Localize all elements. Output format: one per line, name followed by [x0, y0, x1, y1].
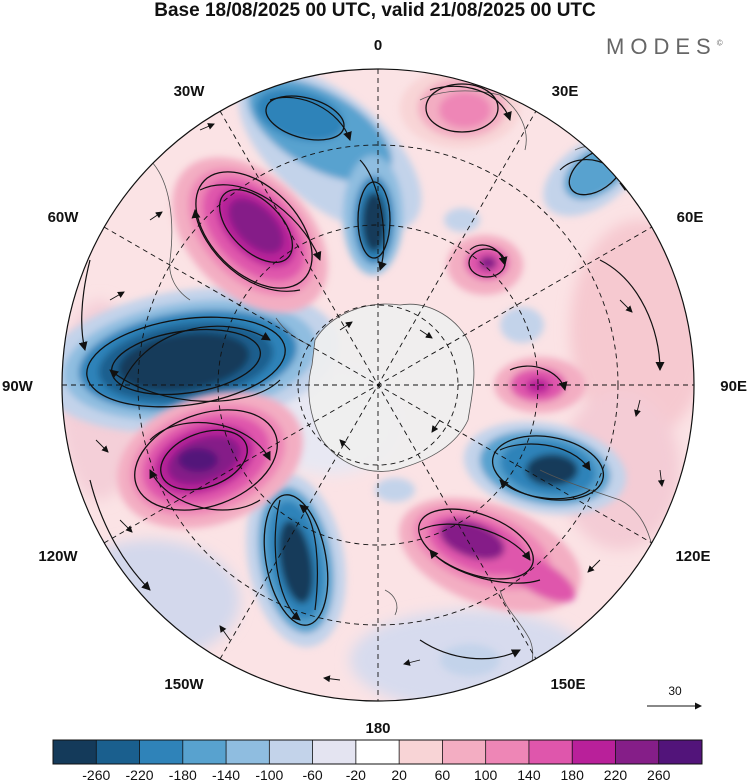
lon-label-60w: 60W	[48, 209, 80, 226]
lon-label-120w: 120W	[38, 548, 78, 565]
colorbar-tick-label: 100	[474, 767, 498, 783]
colorbar-bin	[658, 740, 703, 764]
map-border	[61, 68, 695, 702]
colorbar-bin	[485, 740, 530, 764]
colorbar-tick-label: -260	[82, 767, 110, 783]
colorbar-bin	[572, 740, 616, 764]
reference-vector: 30	[647, 684, 702, 710]
colorbar: -260 -220 -180 -140 -100 -60 -20 20 60 100 140 180 2…	[52, 739, 703, 783]
lon-label-150e: 150E	[550, 676, 585, 693]
streamlines	[78, 85, 665, 660]
colorbar-tick-label: -220	[126, 767, 154, 783]
lon-label-90w: 90W	[2, 378, 34, 395]
colorbar-bin	[96, 740, 141, 764]
colorbar-bin	[269, 740, 314, 764]
colorbar-bin	[53, 740, 97, 764]
lon-label-30e: 30E	[552, 83, 579, 100]
lon-label-60e: 60E	[677, 209, 704, 226]
colorbar-bin	[355, 740, 400, 764]
colorbar-bin	[312, 740, 357, 764]
lon-label-150w: 150W	[164, 676, 204, 693]
colorbar-tick-label: 60	[435, 767, 451, 783]
lon-label-90e: 90E	[720, 378, 747, 395]
colorbar-tick-label: -140	[212, 767, 240, 783]
colorbar-tick-label: -180	[169, 767, 197, 783]
colorbar-bin	[615, 740, 660, 764]
colorbar-tick-label: 220	[604, 767, 628, 783]
longitude-labels: 0 180 90W 90E 30W 60W 30E 60E 120W 150W …	[2, 37, 747, 737]
colorbar-bin	[182, 740, 227, 764]
modes-logo: MODES©	[606, 34, 723, 59]
reference-vector-value: 30	[668, 684, 682, 698]
graticule	[62, 69, 694, 701]
lon-label-120e: 120E	[675, 548, 710, 565]
anomaly-field	[62, 69, 694, 701]
colorbar-tick-label: -20	[346, 767, 366, 783]
colorbar-border	[52, 739, 703, 765]
colorbar-tick-label: -60	[302, 767, 322, 783]
colorbar-tick-label: -100	[255, 767, 283, 783]
map-title: Base 18/08/2025 00 UTC, valid 21/08/2025…	[154, 0, 596, 21]
colorbar-bin	[399, 740, 443, 764]
colorbar-bin	[139, 740, 184, 764]
colorbar-bin	[528, 740, 573, 764]
lon-label-180: 180	[365, 720, 390, 737]
lon-label-0: 0	[374, 37, 382, 54]
colorbar-tick-label: 260	[647, 767, 671, 783]
colorbar-bin	[442, 740, 487, 764]
colorbar-tick-label: 180	[561, 767, 585, 783]
colorbar-tick-label: 140	[517, 767, 541, 783]
colorbar-tick-label: 20	[391, 767, 407, 783]
lon-label-30w: 30W	[174, 83, 206, 100]
colorbar-bin	[226, 740, 270, 764]
